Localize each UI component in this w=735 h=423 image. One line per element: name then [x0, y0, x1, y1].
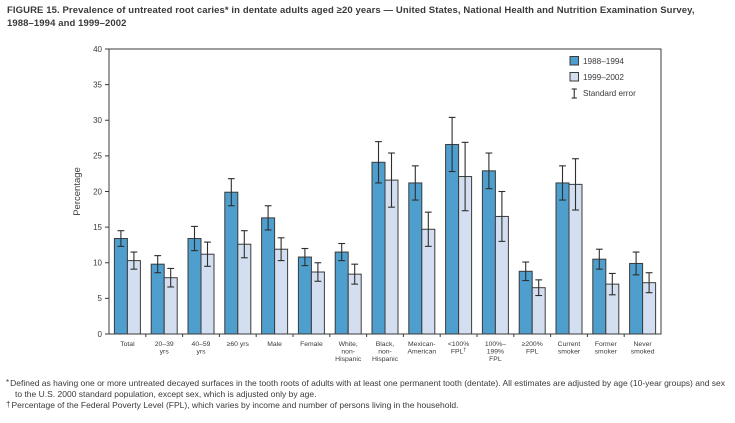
x-axis-label: 20–39	[155, 341, 174, 348]
bar-1988–1994-Black, non-Hispanic	[371, 161, 386, 335]
bar-1988–1994-White, non-Hispanic	[334, 251, 349, 335]
bar-1988–1994-Female	[297, 256, 312, 335]
x-axis-label: non-	[378, 349, 392, 356]
bar-1988–1994-≥60 yrs	[224, 191, 239, 335]
x-axis-label: non-	[341, 349, 355, 356]
footnote-marker-asterisk: *	[6, 378, 10, 387]
x-axis-label: Male	[267, 341, 282, 348]
bar-1988–1994-<100% FPL†	[445, 143, 460, 335]
x-axis-label: Former	[595, 341, 618, 348]
footnotes: *Defined as having one or more untreated…	[6, 378, 730, 411]
legend-swatch-1999–2002	[569, 72, 579, 82]
bar-1988–1994-Mexican-American	[408, 182, 423, 335]
x-axis-label: ≥60 yrs	[227, 341, 250, 348]
x-axis-label: American	[407, 349, 436, 356]
x-axis-label: yrs	[160, 349, 170, 356]
y-axis-tick-label: 5	[98, 294, 103, 303]
x-axis-label: FPL	[526, 349, 539, 356]
x-axis-label: Female	[300, 341, 323, 348]
x-axis-label: Current	[558, 341, 581, 348]
x-axis-label: 100%–	[485, 341, 506, 348]
bar-1988–1994-Male	[261, 217, 276, 335]
x-axis-label: Mexican-	[408, 341, 436, 348]
x-axis-label: Hispanic	[372, 356, 399, 363]
bar-1988–1994-Total	[113, 238, 128, 335]
bar-1988–1994-100%–199% FPL	[481, 170, 496, 335]
legend-label: 1988–1994	[583, 57, 624, 66]
y-axis-tick-label: 10	[93, 259, 102, 268]
footnote-fpl: †Percentage of the Federal Poverty Level…	[6, 400, 730, 411]
x-axis-label: Total	[120, 341, 135, 348]
y-axis-tick-label: 30	[93, 116, 102, 125]
footnote-marker-dagger: †	[6, 400, 11, 410]
y-axis-title: Percentage	[72, 167, 83, 216]
y-axis-tick-label: 15	[93, 223, 102, 232]
footnote-definition: *Defined as having one or more untreated…	[6, 378, 730, 400]
y-axis-tick-label: 35	[93, 80, 102, 89]
x-axis-label: 199%	[487, 349, 504, 356]
footnote-text: Defined as having one or more untreated …	[10, 378, 726, 400]
x-axis-label: Black,	[376, 341, 395, 348]
x-axis-label: White,	[339, 341, 358, 348]
x-axis-label: 40–59	[192, 341, 211, 348]
bar-1999–2002-Male	[274, 248, 289, 335]
y-axis-tick-label: 25	[93, 152, 102, 161]
x-axis-label: smoker	[558, 349, 581, 356]
legend-label: 1999–2002	[583, 73, 624, 82]
footnote-text: Percentage of the Federal Poverty Level …	[11, 400, 459, 411]
x-axis-label: smoked	[631, 349, 655, 356]
x-axis-label: smoker	[595, 349, 618, 356]
y-axis-tick-label: 0	[98, 330, 103, 339]
bar-1999–2002-Total	[126, 260, 141, 335]
x-axis-label: <100%	[448, 341, 469, 348]
y-axis-tick-label: 20	[93, 187, 102, 196]
chart-area: 0 5 10 15 20 25 30 35 40 Percentage Total 20–39 yrs 4…	[0, 43, 735, 378]
y-axis-tick-label: 40	[93, 45, 102, 54]
x-axis-label: Never	[634, 341, 653, 348]
x-axis-label: ≥200%	[522, 341, 543, 348]
bar-1988–1994-40–59 yrs	[187, 238, 202, 335]
bar-1988–1994-20–39 yrs	[150, 263, 165, 335]
x-axis-label: Hispanic	[335, 356, 362, 363]
x-axis-label: FPL†	[451, 347, 466, 355]
figure-title: FIGURE 15. Prevalence of untreated root …	[7, 5, 695, 29]
legend-swatch-1988–1994	[569, 56, 579, 66]
bar-1988–1994-Current smoker	[555, 182, 570, 335]
x-axis-label: FPL	[489, 356, 502, 363]
x-axis-label: yrs	[196, 349, 206, 356]
legend-label-standard-error: Standard error	[583, 89, 636, 98]
bar-1988–1994-Former smoker	[592, 258, 607, 335]
